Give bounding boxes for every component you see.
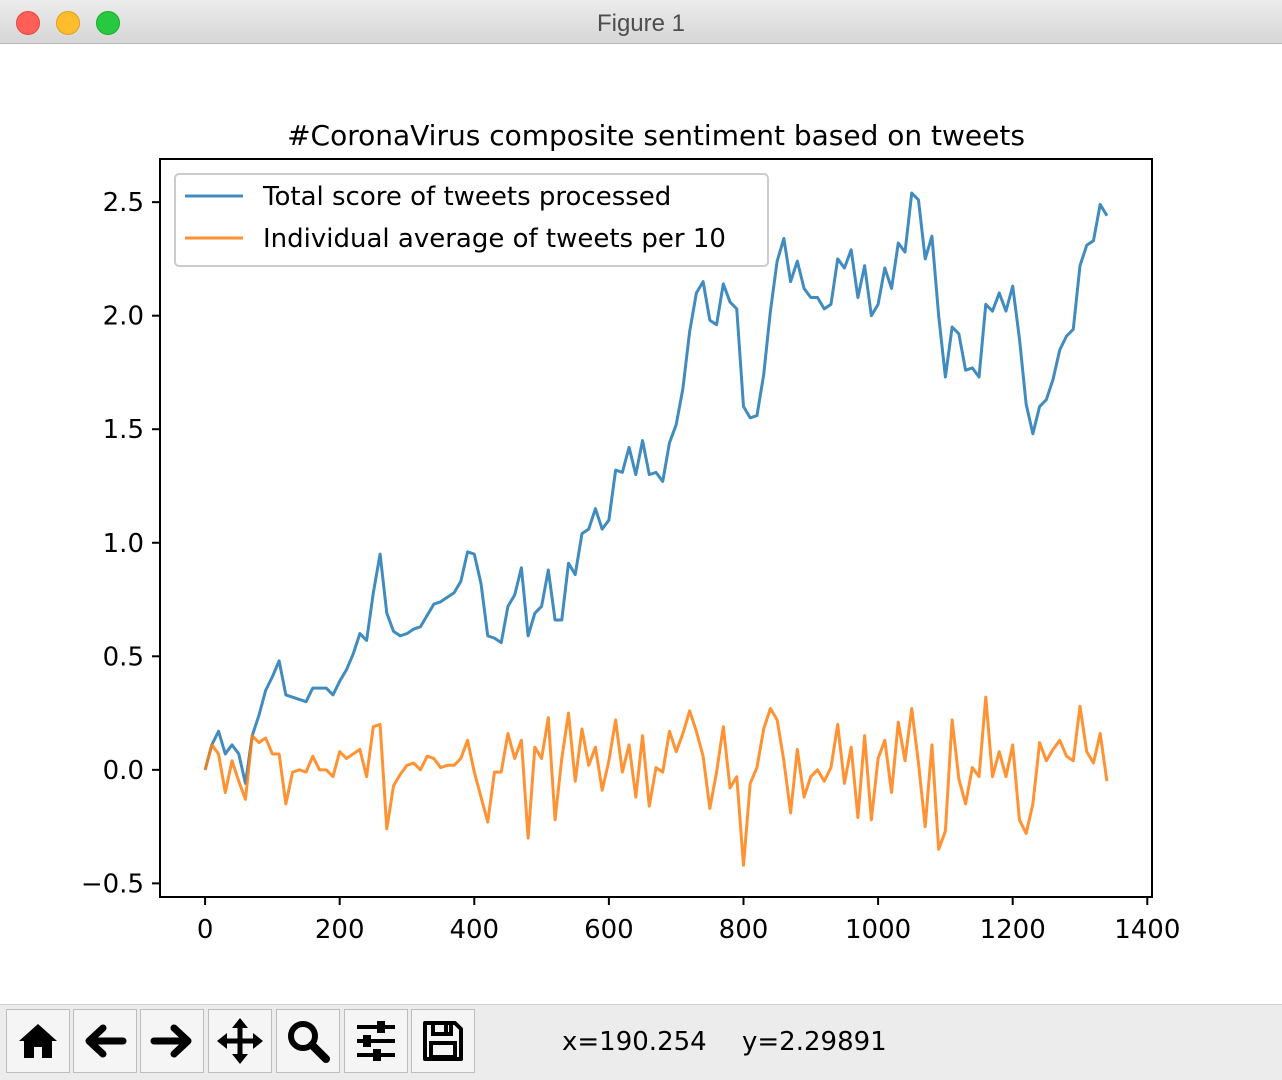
navigation-toolbar: x=190.254 y=2.29891: [0, 1004, 1282, 1080]
y-tick-label: 1.0: [103, 529, 144, 559]
x-tick-label: 800: [719, 915, 769, 945]
figure-canvas[interactable]: #CoronaVirus composite sentiment based o…: [0, 44, 1282, 1004]
back-button[interactable]: [73, 1009, 137, 1073]
y-tick-label: 0.0: [103, 756, 144, 786]
series-line-1: [203, 191, 1109, 785]
series-line-2: [203, 695, 1109, 867]
y-tick-label: 2.5: [103, 188, 144, 218]
move-icon: [217, 1018, 263, 1064]
y-tick-label: 2.0: [103, 302, 144, 332]
x-tick-label: 200: [315, 915, 365, 945]
configure-subplots-button[interactable]: [344, 1009, 408, 1073]
legend-box: [174, 173, 769, 267]
x-tick-label: 400: [449, 915, 499, 945]
save-figure-button[interactable]: [411, 1009, 475, 1073]
plot-area-frame: [159, 158, 1153, 898]
pan-button[interactable]: [208, 1009, 272, 1073]
x-tick-label: 1000: [845, 915, 911, 945]
window-titlebar: Figure 1: [0, 0, 1282, 44]
x-tick-label: 0: [197, 915, 214, 945]
y-tick-label: 1.5: [103, 415, 144, 445]
x-tick-label: 600: [584, 915, 634, 945]
x-tick-label: 1400: [1114, 915, 1180, 945]
window-title: Figure 1: [596, 10, 686, 37]
legend-label: Individual average of tweets per 10: [263, 224, 726, 254]
x-tick-label: 1200: [980, 915, 1046, 945]
y-tick-label: 0.5: [103, 642, 144, 672]
zoom-button[interactable]: [276, 1009, 340, 1073]
close-window-button[interactable]: [16, 11, 40, 35]
home-button[interactable]: [6, 1009, 70, 1073]
arrow-left-icon: [85, 1024, 127, 1058]
arrow-right-icon: [150, 1024, 192, 1058]
home-icon: [19, 1024, 57, 1058]
save-icon: [423, 1021, 463, 1061]
x-coordinate-readout: x=190.254: [562, 1027, 707, 1057]
forward-button[interactable]: [140, 1009, 204, 1073]
minimize-window-button[interactable]: [56, 11, 80, 35]
sliders-icon: [357, 1021, 395, 1061]
zoom-window-button[interactable]: [96, 11, 120, 35]
y-tick-label: −0.5: [81, 869, 144, 899]
y-coordinate-readout: y=2.29891: [742, 1027, 887, 1057]
zoom-icon: [288, 1021, 330, 1063]
chart-title: #CoronaVirus composite sentiment based o…: [287, 119, 1025, 152]
legend-label: Total score of tweets processed: [262, 182, 671, 212]
